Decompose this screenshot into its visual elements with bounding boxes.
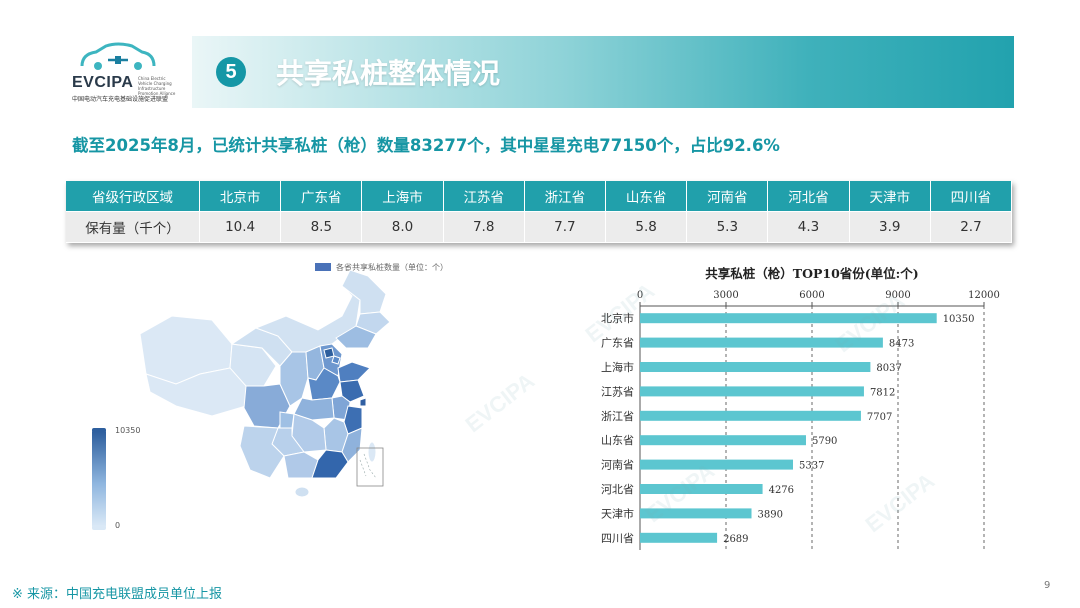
visual-map-min-label: 0: [115, 521, 121, 530]
map-region-heilongjiang: [341, 269, 387, 315]
data-label: 2689: [723, 534, 748, 545]
y-tick-label: 河北省: [601, 483, 634, 496]
y-tick-label: 浙江省: [601, 410, 634, 423]
source-note: ※ 来源：中国充电联盟成员单位上报: [12, 587, 223, 602]
table-cell: 7.7: [524, 212, 607, 243]
data-label: 7812: [870, 387, 895, 398]
table-cell: 2.7: [930, 212, 1013, 243]
table-header-cell: 江苏省: [443, 181, 525, 212]
map-region-shandong: [337, 361, 371, 383]
table-header-cell: 山东省: [606, 181, 688, 212]
map-region-chongqing: [279, 411, 295, 429]
y-tick-label: 上海市: [601, 360, 634, 374]
bar: [640, 435, 806, 446]
table-cell: 7.8: [443, 212, 525, 243]
visual-map-max-label: 10350: [115, 426, 141, 435]
bar: [640, 362, 871, 372]
table-header-cell: 广东省: [281, 181, 363, 212]
y-tick-label: 广东省: [601, 337, 634, 350]
car-plug-logo-icon: [80, 42, 156, 70]
table-header-cell: 北京市: [200, 181, 282, 212]
visual-map-handle-bottom[interactable]: [92, 525, 106, 530]
y-tick-label: 河南省: [601, 459, 634, 472]
data-label: 5337: [799, 461, 824, 472]
x-tick-label: 6000: [799, 290, 824, 301]
y-tick-label: 四川省: [601, 532, 634, 545]
table-header-row: 省级行政区域 北京市 广东省 上海市 江苏省 浙江省 山东省 河南省 河北省 天…: [66, 181, 1013, 212]
map-region-taiwan: [367, 441, 377, 463]
map-region-tianjin: [331, 355, 341, 365]
data-label: 5790: [812, 436, 837, 447]
table-cell: 8.0: [362, 212, 444, 243]
map-region-beijing: [323, 347, 335, 359]
page-title: 共享私桩整体情况: [276, 57, 501, 90]
data-label: 10350: [943, 314, 975, 325]
x-tick-label: 9000: [885, 290, 910, 301]
table-cell: 8.5: [281, 212, 363, 243]
section-number-badge: 5: [216, 57, 246, 87]
summary-statement: 截至2025年8月，已统计共享私桩（枪）数量83277个，其中星星充电77150…: [72, 136, 780, 155]
table-cell: 3.9: [849, 212, 931, 243]
map-region-hainan: [294, 486, 310, 498]
table-header-cell: 四川省: [930, 181, 1013, 212]
table-header-label: 省级行政区域: [66, 181, 200, 212]
visual-map-handle-top[interactable]: [92, 428, 106, 433]
logo-wordmark: EVCIPA: [72, 74, 134, 91]
table-header-cell: 上海市: [362, 181, 444, 212]
map-region-jiangsu: [339, 379, 365, 403]
y-tick-label: 江苏省: [601, 385, 634, 398]
table-header-cell: 河南省: [687, 181, 769, 212]
table-header-cell: 天津市: [849, 181, 931, 212]
table-cell: 4.3: [768, 212, 850, 243]
top10-bar-chart: 共享私桩（枪）TOP10省份(单位:个) 0 3000 6000 9000 12000 北京…: [601, 266, 1000, 550]
section-title-bar: 5 共享私桩整体情况: [192, 36, 1014, 108]
x-tick-label: 0: [637, 290, 643, 301]
data-label: 8037: [876, 363, 901, 374]
map-region-liaoning: [335, 325, 377, 349]
bar: [640, 313, 937, 324]
table-header-cell: 浙江省: [524, 181, 607, 212]
table-cell: 5.8: [606, 212, 688, 243]
data-label: 4276: [769, 485, 794, 496]
x-tick-label: 3000: [713, 290, 738, 301]
map-legend-label[interactable]: 各省共享私桩数量（单位：个）: [336, 263, 448, 272]
chart-title: 共享私桩（枪）TOP10省份(单位:个): [705, 266, 918, 281]
south-china-sea-inset: [356, 447, 384, 487]
map-region-yunnan: [239, 425, 285, 479]
china-choropleth-map: [139, 269, 391, 498]
page-number: 9: [1044, 580, 1051, 591]
table-row: 保有量（千个） 10.4 8.5 8.0 7.8 7.7 5.8 5.3 4.3…: [66, 212, 1013, 243]
table-cell: 5.3: [687, 212, 769, 243]
table-row-label: 保有量（千个）: [66, 212, 200, 243]
map-legend-swatch[interactable]: [315, 263, 331, 271]
y-tick-label: 山东省: [601, 434, 634, 447]
bar: [640, 459, 793, 470]
bar: [640, 484, 763, 494]
table-header-cell: 河北省: [768, 181, 850, 212]
data-label: 7707: [867, 412, 892, 423]
visual-map-color-scale[interactable]: [92, 432, 106, 526]
bar: [640, 386, 864, 397]
bar: [640, 508, 752, 519]
data-label: 3890: [758, 509, 783, 520]
bar: [640, 532, 718, 543]
logo-english-name: China Electric Vehicle Charging Infrastr…: [138, 76, 176, 96]
map-region-guangdong: [311, 449, 349, 479]
bar: [640, 337, 883, 348]
y-tick-label: 天津市: [601, 506, 634, 520]
province-stock-table: 省级行政区域 北京市 广东省 上海市 江苏省 浙江省 山东省 河南省 河北省 天…: [66, 181, 1013, 243]
evcipa-logo: EVCIPA China Electric Vehicle Charging I…: [68, 40, 198, 104]
logo-chinese-name: 中国电动汽车充电基础设施促进联盟: [72, 96, 169, 103]
data-label: 8473: [889, 339, 914, 350]
bar: [640, 410, 861, 421]
table-cell: 10.4: [200, 212, 282, 243]
y-tick-label: 北京市: [601, 311, 634, 325]
x-tick-label: 12000: [968, 290, 1000, 301]
map-region-shanghai: [359, 397, 367, 407]
